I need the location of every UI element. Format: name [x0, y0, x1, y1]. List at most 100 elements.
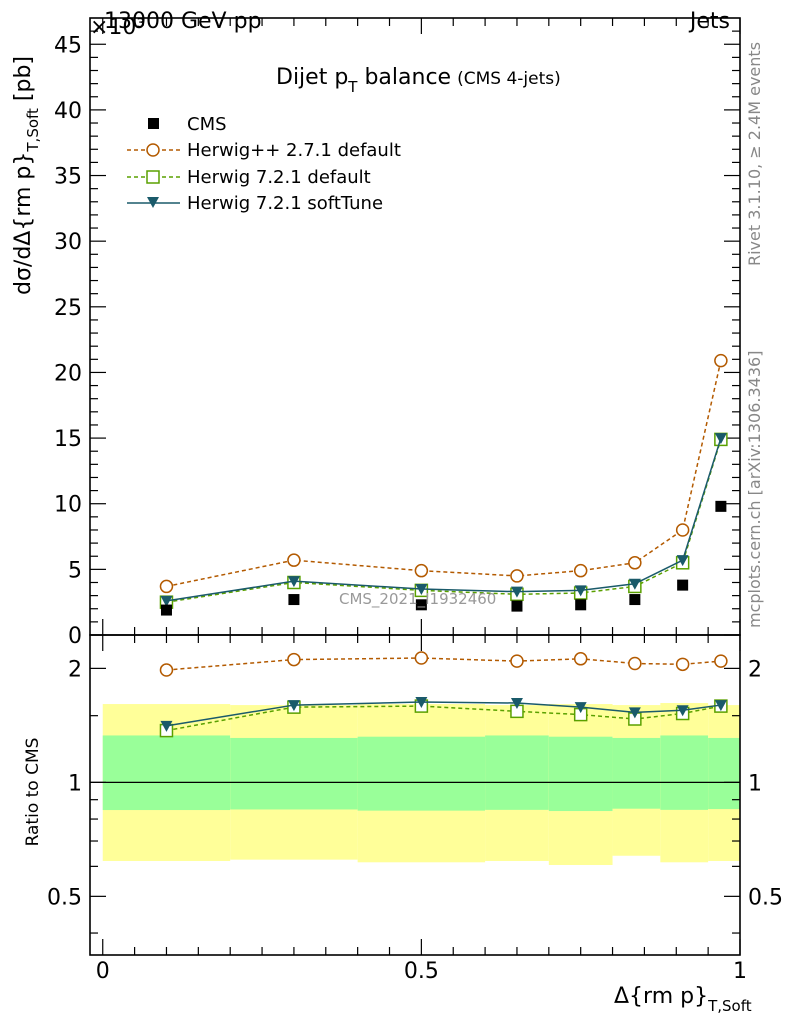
category-label: Jets — [688, 9, 730, 34]
ratio-stat-uncertainty-band — [102, 735, 231, 811]
main-series-herwig-7-2-1-default-line — [166, 439, 722, 603]
legend-marker-herwig7-softtune — [147, 197, 159, 208]
legend-marker-herwig7-default — [146, 170, 160, 184]
ratio-y-tick-label: 0.5 — [47, 885, 82, 910]
main-series-herwig-2-7-1-default-point — [287, 553, 301, 567]
main-series-herwig-7-2-1-softtune-point — [676, 555, 689, 567]
main-y-tick-label: 30 — [54, 230, 82, 255]
x-tick-label: 0 — [96, 959, 110, 984]
legend-label-cms: CMS — [187, 114, 227, 135]
main-cms-data-point — [415, 599, 427, 611]
ratio-series-herwig-7-2-1-softtune-point — [714, 700, 727, 712]
ratio-stat-uncertainty-band — [230, 737, 358, 810]
main-y-tick-label: 40 — [54, 99, 82, 124]
main-y-tick-label: 25 — [54, 296, 82, 321]
main-series-herwig-7-2-1-softtune-point — [510, 586, 523, 598]
main-series-herwig-7-2-1-softtune-line — [166, 437, 722, 602]
main-series-herwig-2-7-1-default-point — [714, 353, 728, 368]
ratio-panel: 0.5 0.5 1 1 2 2 0 0.5 1 Ratio to CMS Δ{rm p}T,So… — [23, 634, 783, 1015]
ratio-plot-marks — [159, 651, 728, 738]
ratio-stat-uncertainty-band — [485, 735, 549, 810]
main-cms-data-point — [715, 500, 727, 512]
legend-label-herwig7-softtune: Herwig 7.2.1 softTune — [187, 193, 383, 214]
main-y-axis-label: dσ/dΔ{rm p}T,Soft [pb] — [11, 56, 42, 295]
legend-marker-herwigpp — [146, 143, 160, 157]
main-series-herwig-2-7-1-default-point — [628, 556, 642, 570]
main-series-herwig-7-2-1-softtune-point — [714, 433, 727, 445]
analysis-watermark: CMS_2021_I1932460 — [339, 590, 496, 609]
ratio-series-herwig-7-2-1-softtune-point — [287, 700, 300, 712]
main-cms-data-point — [288, 594, 300, 606]
main-frame — [89, 17, 741, 636]
main-series-herwig-7-2-1-softtune-point — [287, 576, 300, 588]
ratio-uncertainty-bands — [90, 703, 740, 865]
ratio-series-herwig-7-2-1-default-line — [166, 705, 722, 732]
ratio-y-tick-label-right: 1 — [748, 771, 762, 796]
main-cms-data-point — [160, 604, 172, 616]
main-series-herwig-7-2-1-softtune-point — [160, 595, 173, 607]
ratio-series-herwig-2-7-1-default-point — [159, 663, 174, 677]
ratio-series-herwig-2-7-1-default-point — [628, 656, 642, 671]
ratio-stat-uncertainty-band — [708, 737, 740, 810]
main-cms-data-point — [575, 599, 587, 611]
ratio-y-tick-label-right: 0.5 — [748, 885, 783, 910]
main-series-herwig-7-2-1-softtune-point — [628, 578, 641, 590]
mcplots-label: mcplots.cern.ch [arXiv:1306.3436] — [745, 351, 764, 628]
x-tick-label: 0.5 — [404, 959, 439, 984]
plot-title: Dijet pT balance (CMS 4-jets) — [276, 65, 561, 96]
main-series-herwig-2-7-1-default-point — [159, 579, 174, 594]
x-tick-label: 1 — [733, 959, 747, 984]
ratio-series-herwig-7-2-1-softtune-point — [510, 698, 523, 710]
ratio-series-herwig-2-7-1-default-point — [573, 652, 588, 666]
main-series-herwig-2-7-1-default-point — [675, 523, 690, 537]
ratio-y-tick-label: 2 — [68, 657, 82, 682]
main-series-herwig-7-2-1-softtune-point — [415, 584, 428, 596]
ratio-series-herwig-7-2-1-softtune-point — [628, 707, 641, 719]
ratio-series-herwig-7-2-1-softtune-point — [160, 720, 173, 732]
ratio-series-herwig-2-7-1-default-line — [166, 657, 721, 671]
legend: CMS Herwig++ 2.7.1 default Herwig 7.2.1 … — [127, 114, 401, 214]
main-series-herwig-2-7-1-default-point — [510, 569, 524, 583]
main-series-herwig-2-7-1-default-point — [414, 563, 429, 578]
ratio-y-tick-label-right: 2 — [748, 657, 762, 682]
main-y-tick-label: 20 — [54, 361, 82, 386]
legend-entry-herwig7-default: Herwig 7.2.1 default — [127, 167, 371, 188]
main-y-ticks: 0 5 10 15 20 25 30 35 40 45 — [54, 18, 741, 649]
ratio-y-tick-label: 1 — [68, 771, 82, 796]
ratio-frame — [89, 634, 741, 956]
main-plot-marks — [159, 353, 728, 616]
main-y-tick-label: 10 — [54, 493, 82, 518]
main-series-herwig-2-7-1-default-line — [166, 360, 722, 588]
main-y-tick-label: 35 — [54, 165, 82, 190]
main-series-herwig-2-7-1-default-point — [573, 563, 588, 578]
energy-label: 13000 GeV pp — [104, 9, 262, 34]
legend-entry-herwig7-softtune: Herwig 7.2.1 softTune — [127, 193, 383, 214]
legend-marker-cms — [148, 118, 159, 129]
ratio-series-herwig-7-2-1-softtune-point — [676, 705, 689, 717]
main-y-tick-label: 45 — [54, 33, 82, 58]
main-cms-data-point — [629, 594, 641, 606]
y-exponent-label: ×10³ — [90, 15, 145, 40]
ratio-ticks: 0.5 0.5 1 1 2 2 0 0.5 1 — [47, 635, 783, 984]
main-series-herwig-7-2-1-softtune-point — [574, 585, 587, 597]
ratio-y-axis-label: Ratio to CMS — [23, 738, 43, 847]
x-axis-label: Δ{rm p}T,Soft — [614, 984, 752, 1015]
ratio-series-herwig-7-2-1-softtune-point — [574, 702, 587, 714]
ratio-series-herwig-2-7-1-default-point — [675, 657, 690, 672]
ratio-series-herwig-7-2-1-softtune-point — [415, 697, 428, 709]
ratio-series-herwig-2-7-1-default-point — [714, 654, 728, 668]
legend-entry-herwigpp: Herwig++ 2.7.1 default — [127, 140, 401, 161]
ratio-series-herwig-2-7-1-default-point — [510, 654, 524, 668]
main-cms-data-point — [511, 600, 523, 612]
legend-label-herwigpp: Herwig++ 2.7.1 default — [187, 140, 401, 161]
legend-label-herwig7-default: Herwig 7.2.1 default — [187, 167, 371, 188]
main-y-tick-label: 15 — [54, 427, 82, 452]
ratio-stat-uncertainty-band — [357, 736, 486, 811]
main-cms-data-point — [677, 579, 689, 591]
ratio-series-herwig-2-7-1-default-point — [287, 652, 301, 667]
rivet-version-label: Rivet 3.1.10, ≥ 2.4M events — [745, 42, 764, 266]
ratio-stat-uncertainty-band — [612, 737, 661, 809]
ratio-series-herwig-2-7-1-default-point — [414, 651, 429, 665]
ratio-series-herwig-7-2-1-softtune-line — [166, 701, 721, 727]
